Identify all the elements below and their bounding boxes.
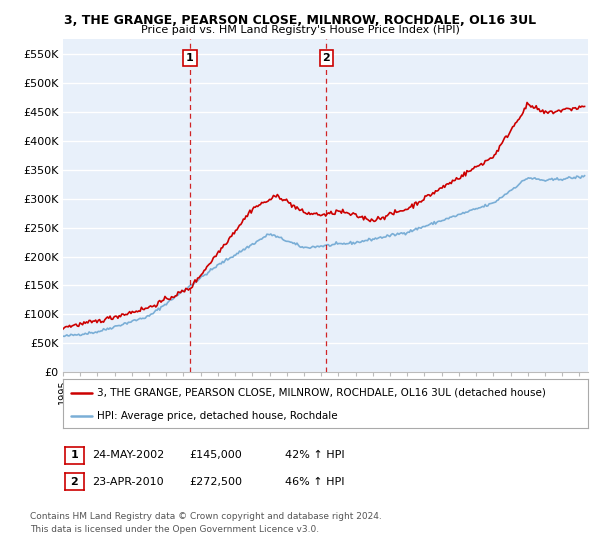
Text: 2: 2 — [322, 53, 330, 63]
Text: £145,000: £145,000 — [189, 450, 242, 460]
Text: 3, THE GRANGE, PEARSON CLOSE, MILNROW, ROCHDALE, OL16 3UL (detached house): 3, THE GRANGE, PEARSON CLOSE, MILNROW, R… — [97, 388, 546, 398]
Text: 1: 1 — [71, 450, 78, 460]
Text: 3, THE GRANGE, PEARSON CLOSE, MILNROW, ROCHDALE, OL16 3UL: 3, THE GRANGE, PEARSON CLOSE, MILNROW, R… — [64, 14, 536, 27]
Text: 46% ↑ HPI: 46% ↑ HPI — [285, 477, 344, 487]
Text: HPI: Average price, detached house, Rochdale: HPI: Average price, detached house, Roch… — [97, 411, 338, 421]
Text: 42% ↑ HPI: 42% ↑ HPI — [285, 450, 344, 460]
Text: £272,500: £272,500 — [189, 477, 242, 487]
Text: Contains HM Land Registry data © Crown copyright and database right 2024.: Contains HM Land Registry data © Crown c… — [30, 512, 382, 521]
Text: 24-MAY-2002: 24-MAY-2002 — [92, 450, 164, 460]
Text: This data is licensed under the Open Government Licence v3.0.: This data is licensed under the Open Gov… — [30, 525, 319, 534]
Text: 23-APR-2010: 23-APR-2010 — [92, 477, 163, 487]
Text: 2: 2 — [71, 477, 78, 487]
Text: 1: 1 — [186, 53, 194, 63]
Text: Price paid vs. HM Land Registry's House Price Index (HPI): Price paid vs. HM Land Registry's House … — [140, 25, 460, 35]
